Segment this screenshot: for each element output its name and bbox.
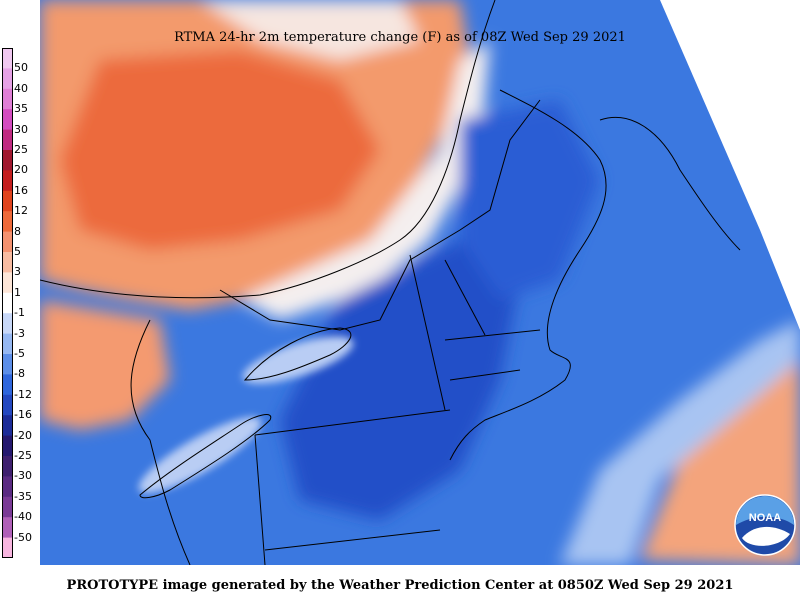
legend-swatch [2,109,13,131]
legend-swatch [2,313,13,335]
legend-swatch [2,517,13,539]
noaa-logo-text: NOAA [749,512,781,524]
legend-swatch [2,496,13,518]
legend-label: -12 [14,387,32,401]
legend-label: 30 [14,122,28,136]
border-ny-pa [254,409,451,436]
lake-erie-patch [138,417,262,493]
legend-label: 1 [14,285,21,299]
warm-anomaly-ontario [40,300,170,430]
light-anomaly-strip [240,40,490,320]
border-pa-md [264,529,441,551]
light-anomaly-north [200,0,420,60]
legend-label: 3 [14,265,21,279]
cold-anomaly-lightband [560,320,800,565]
legend-swatch [2,129,13,151]
legend-label: 40 [14,81,28,95]
legend-swatch [2,292,13,314]
lake-ontario-outline [243,327,352,381]
legend-swatch [2,415,13,437]
legend-labels: 50 40 35 30 25 20 16 12 8 5 3 1 -1 -3 -5 -8 -12 -16 -20 -25… [14,48,40,558]
warm-anomaly-core [60,50,380,250]
legend-label: -5 [14,347,25,360]
legend-swatch [2,476,13,498]
legend-swatch [2,150,13,171]
legend-swatch [2,211,13,233]
footer-caption: PROTOTYPE image generated by the Weather… [66,578,734,593]
border-ma [444,329,541,341]
cold-anomaly-darkcore [280,240,520,520]
legend-label: -3 [14,326,25,340]
coastline-new-england [449,89,607,461]
legend-label: 16 [14,183,28,197]
legend-label: -50 [14,530,32,544]
legend-swatch [2,333,13,355]
legend-swatch [2,456,13,477]
temperature-change-map [40,0,800,565]
legend-label: -20 [14,428,32,442]
legend-swatch [2,252,13,273]
legend-swatch [2,435,13,457]
border-us-canada [219,99,541,331]
legend-label: -40 [14,510,32,524]
legend-label: 35 [14,102,28,116]
legend-label: 12 [14,204,28,218]
legend-label: -30 [14,469,32,483]
legend-swatch [2,48,13,69]
legend-label: -16 [14,408,32,422]
legend-label: 5 [14,245,21,258]
lake-erie-outline [139,414,272,499]
lake-ontario-patch [242,336,354,384]
legend-swatch [2,394,13,416]
legend-label: -8 [14,367,25,381]
map-title: RTMA 24-hr 2m temperature change (F) as … [174,30,626,45]
legend-label: -25 [14,449,32,462]
legend-swatch [2,88,13,110]
legend-label: 8 [14,224,21,238]
noaa-logo: NOAA [734,494,796,556]
legend-label: -35 [14,489,32,503]
border-pa-oh [254,434,266,565]
legend-swatch [2,68,13,90]
legend-swatch [2,231,13,253]
legend-label: 50 [14,61,28,75]
legend-swatch [2,374,13,396]
border-michigan [130,319,191,565]
border-vt-nh [444,259,486,336]
cold-anomaly-newengland [460,100,600,300]
legend-label: 20 [14,163,28,177]
legend-swatch [2,537,13,558]
legend-swatch [2,170,13,192]
coastline-st-lawrence [40,0,496,299]
border-ct [449,369,521,381]
coastline-maritimes [599,116,741,251]
legend-label: 25 [14,143,28,156]
legend-colorbar [2,48,13,558]
legend-swatch [2,272,13,294]
legend-swatch [2,354,13,375]
legend-swatch [2,190,13,212]
legend-label: -1 [14,306,25,320]
border-ny-vt [409,254,446,411]
